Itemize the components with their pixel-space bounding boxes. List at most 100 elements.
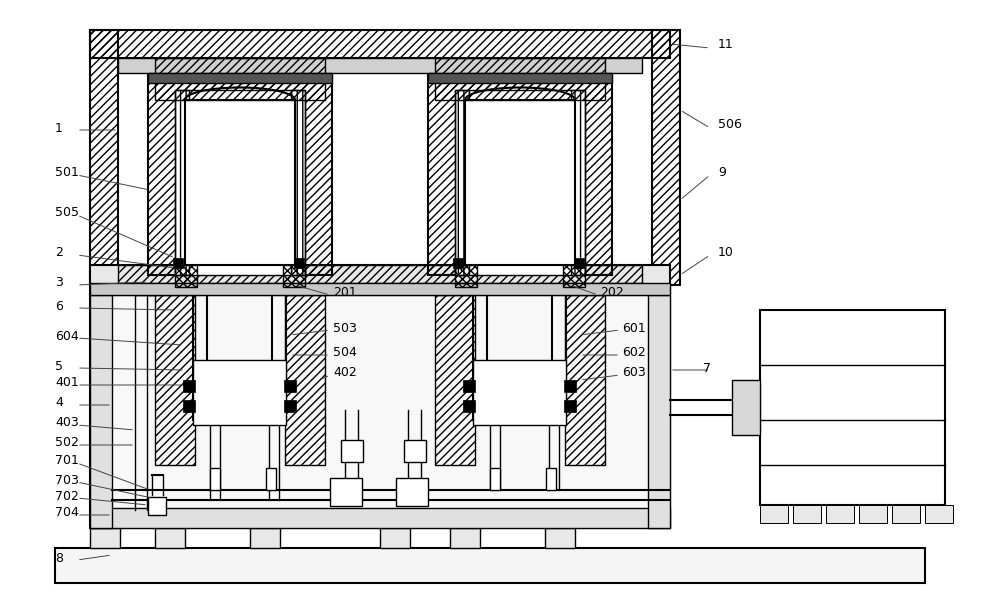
Bar [183,400,195,412]
Text: 3: 3 [55,276,63,290]
Bar [341,440,363,462]
Text: 602: 602 [622,346,646,359]
Bar [565,295,605,465]
Bar [90,30,118,285]
Bar [175,90,305,275]
Bar [155,58,325,100]
Bar [859,505,887,523]
Bar [465,100,575,265]
Text: 8: 8 [55,551,63,564]
Bar [545,528,575,548]
Text: 1: 1 [55,121,63,134]
Bar [564,400,576,412]
Bar [652,30,680,285]
Text: 601: 601 [622,321,646,334]
Bar [546,468,556,490]
Bar [175,265,197,287]
Text: 503: 503 [333,321,357,334]
Bar [148,75,332,275]
Bar [648,295,670,528]
Bar [283,265,305,287]
Bar [90,508,670,528]
Text: 202: 202 [600,287,624,300]
Bar [90,283,670,295]
Bar [574,258,584,268]
Bar [155,528,185,548]
Bar [490,468,500,490]
Bar [453,258,463,268]
Bar [473,360,566,425]
Bar [90,295,112,528]
Bar [291,90,305,275]
Bar [925,505,953,523]
Bar [892,505,920,523]
Bar [330,478,362,506]
Text: 10: 10 [718,246,734,259]
Bar [455,90,585,275]
Text: 501: 501 [55,167,79,179]
Bar [90,30,670,58]
Bar [455,265,477,287]
Bar [396,478,428,506]
Text: 701: 701 [55,454,79,467]
Text: 201: 201 [333,287,357,300]
Text: 401: 401 [55,376,79,390]
Bar [380,528,410,548]
Bar [294,258,304,268]
Text: 702: 702 [55,489,79,503]
Text: 7: 7 [703,362,711,375]
Text: 4: 4 [55,396,63,409]
Bar [175,90,189,275]
Bar [148,497,166,515]
Bar [183,380,195,392]
Text: 403: 403 [55,417,79,429]
Bar [90,265,670,295]
Text: 506: 506 [718,118,742,132]
Text: 504: 504 [333,346,357,359]
Bar [118,265,642,283]
Text: 703: 703 [55,473,79,487]
Bar [285,295,325,465]
Bar [428,75,612,275]
Text: 9: 9 [718,167,726,179]
Bar [284,380,296,392]
Text: 402: 402 [333,367,357,379]
Text: 505: 505 [55,207,79,220]
Bar [463,400,475,412]
Bar [463,380,475,392]
Bar [455,90,469,275]
Bar [435,58,605,100]
Bar [571,90,585,275]
Bar [450,528,480,548]
Bar [760,310,945,505]
Text: 6: 6 [55,300,63,312]
Text: 5: 5 [55,359,63,373]
Bar [148,73,332,83]
Bar [793,505,821,523]
Text: 704: 704 [55,506,79,520]
Text: 604: 604 [55,329,79,342]
Bar [118,58,642,73]
Bar [55,548,925,583]
Bar [185,100,295,265]
Bar [210,468,220,490]
Text: 502: 502 [55,437,79,450]
Bar [90,295,670,528]
Bar [284,400,296,412]
Bar [732,380,760,435]
Bar [428,73,612,83]
Bar [564,380,576,392]
Bar [826,505,854,523]
Text: 2: 2 [55,246,63,259]
Bar [155,295,195,465]
Bar [404,440,426,462]
Text: 603: 603 [622,367,646,379]
Text: 11: 11 [718,38,734,51]
Bar [266,468,276,490]
Bar [563,265,585,287]
Bar [173,258,183,268]
Bar [193,360,286,425]
Bar [90,528,120,548]
Bar [435,295,475,465]
Bar [760,505,788,523]
